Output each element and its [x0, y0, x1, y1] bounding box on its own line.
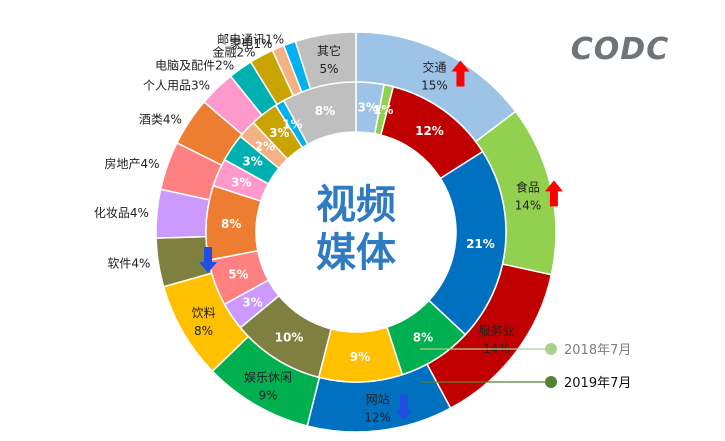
- inner-slice-value: 21%: [466, 237, 495, 251]
- outer-slice-label: 酒类4%: [139, 112, 182, 126]
- outer-slice-label: 邮电通讯1%: [217, 33, 284, 47]
- arrow-down-icon: [394, 394, 413, 421]
- outer-slice-value: 15%: [421, 78, 448, 92]
- inner-slice-15: [282, 81, 357, 146]
- codc-logo: CODC: [571, 32, 669, 67]
- inner-slice-value: 2%: [255, 139, 275, 153]
- center-label-line1: 视频: [316, 182, 396, 228]
- inner-slice-value: 8%: [221, 217, 241, 231]
- inner-slice-value: 3%: [358, 101, 378, 115]
- outer-slice-label: 娱乐休闲: [244, 370, 292, 384]
- outer-slice-label: 饮料: [192, 306, 216, 320]
- outer-slice-value: 14%: [515, 198, 542, 212]
- outer-slice-label: 电脑及配件2%: [155, 58, 234, 72]
- inner-slice-value: 3%: [231, 175, 251, 189]
- outer-labels: 交通15%食品14%服务业14%网站12%娱乐休闲9%饮料8%软件4%化妆品4%…: [94, 33, 541, 425]
- outer-slice-label: 软件4%: [107, 256, 150, 270]
- legend-label: 2018年7月: [564, 343, 631, 358]
- outer-slice-label: 个人用品3%: [143, 79, 210, 93]
- outer-slice-value: 9%: [258, 388, 277, 402]
- inner-slice-value: 8%: [315, 104, 335, 118]
- outer-slice-label: 其它: [317, 43, 341, 58]
- outer-slice-value: 12%: [364, 411, 391, 425]
- outer-slice-label: 家电1%: [229, 36, 272, 51]
- legend: 2018年7月 2019年7月: [420, 343, 631, 391]
- inner-labels: 3%1%12%21%8%9%10%3%5%8%3%3%2%3%1%8%: [221, 101, 495, 364]
- legend-marker: [545, 376, 557, 388]
- outer-slice-label: 网站: [366, 393, 390, 407]
- inner-slice-value: 5%: [228, 267, 248, 281]
- inner-slice-value: 8%: [413, 331, 433, 345]
- trend-arrows: [199, 60, 563, 421]
- inner-ring: [205, 81, 507, 383]
- outer-slice-value: 5%: [319, 62, 338, 76]
- inner-slice-value: 3%: [242, 295, 262, 309]
- arrow-up-icon: [544, 180, 563, 207]
- legend-label: 2019年7月: [564, 376, 631, 391]
- outer-slice-value: 8%: [194, 324, 213, 338]
- outer-slice-label: 房地产4%: [105, 156, 160, 171]
- outer-slice-label: 交通: [422, 59, 446, 74]
- inner-slice-value: 3%: [242, 155, 262, 169]
- center-label-line2: 媒体: [316, 230, 396, 276]
- outer-slice-label: 服务业: [478, 323, 514, 338]
- inner-slice-value: 1%: [373, 103, 393, 117]
- outer-slice-label: 金融2%: [212, 44, 255, 59]
- outer-slice-label: 化妆品4%: [94, 206, 149, 220]
- inner-slice-value: 9%: [350, 350, 370, 364]
- inner-slice-value: 10%: [275, 331, 304, 345]
- legend-marker: [545, 343, 557, 355]
- arrow-up-icon: [451, 60, 470, 87]
- arrow-down-icon: [199, 246, 218, 273]
- inner-slice-value: 3%: [269, 126, 289, 140]
- inner-slice-value: 12%: [415, 124, 444, 138]
- outer-slice-label: 食品: [516, 179, 540, 194]
- inner-slice-value: 1%: [282, 117, 302, 131]
